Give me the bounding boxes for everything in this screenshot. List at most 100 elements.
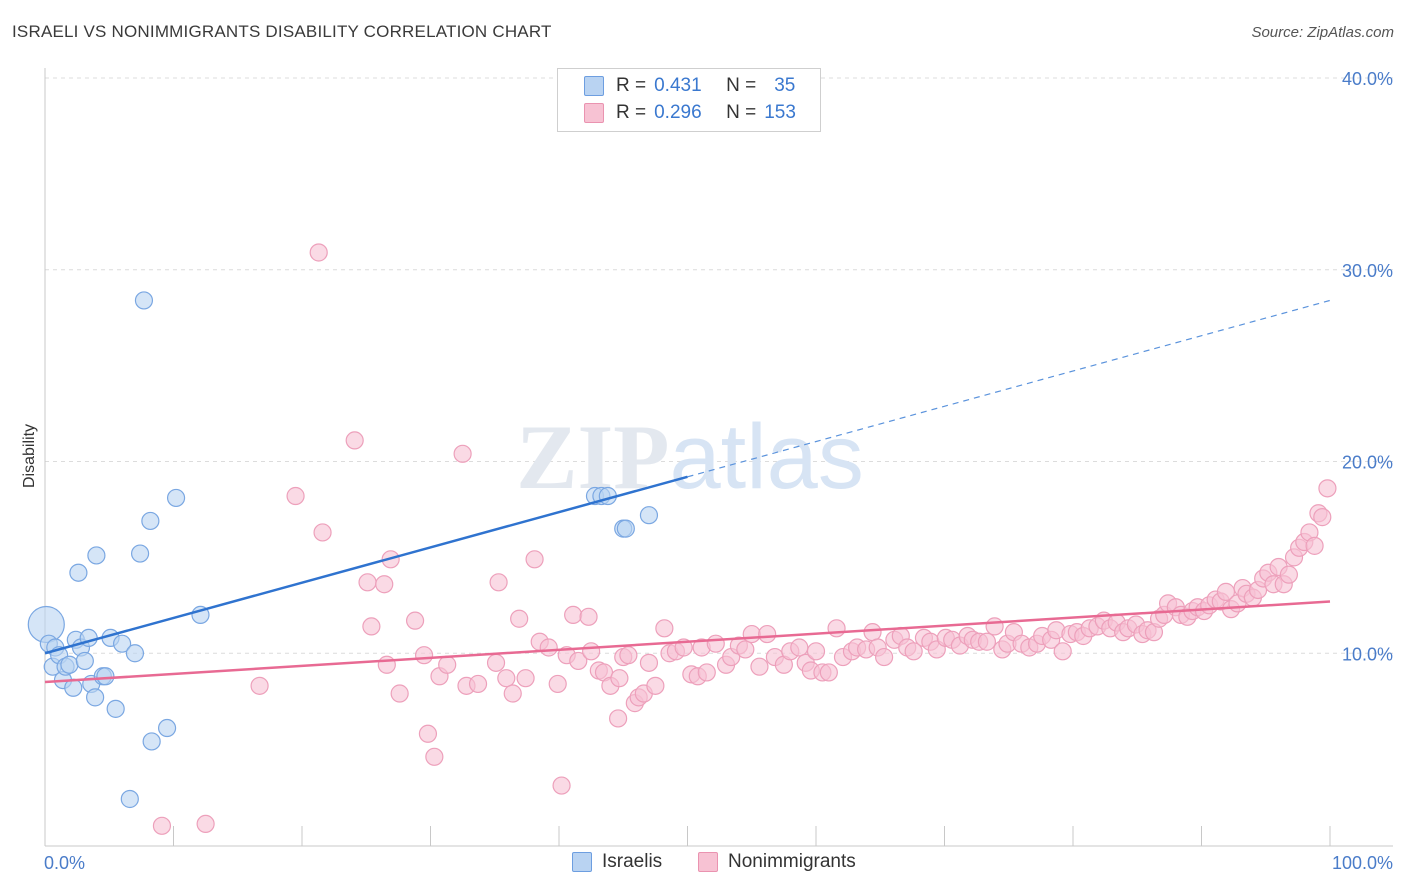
nonimmigrants-point — [345, 431, 364, 450]
nonimmigrants-point — [706, 634, 725, 653]
nonimmigrants-point — [286, 486, 305, 506]
israelis-point — [120, 789, 139, 809]
nonimmigrants-point — [742, 624, 761, 644]
nonimmigrants-point — [425, 747, 444, 766]
nonimmigrants-point — [1313, 508, 1332, 527]
nonimmigrants-point — [405, 611, 425, 630]
y-tick-label: 40.0% — [1342, 69, 1393, 89]
n-value: 35 — [774, 75, 796, 96]
nonimmigrants-point — [377, 655, 396, 674]
nonimmigrants-point — [619, 646, 638, 665]
nonimmigrants-point — [863, 623, 882, 642]
nonimmigrants-point — [489, 573, 508, 592]
chart-title: ISRAELI VS NONIMMIGRANTS DISABILITY CORR… — [12, 22, 552, 41]
legend-item-nonimmigrants: Nonimmigrants — [698, 851, 856, 873]
watermark: ZIPatlas — [516, 406, 864, 508]
israelis-point — [134, 291, 154, 310]
nonimmigrants-point — [697, 663, 716, 682]
nonimmigrants-point — [790, 638, 809, 657]
y-tick-label: 10.0% — [1342, 644, 1393, 664]
nonimmigrants-point — [362, 617, 381, 636]
r-label: R = — [616, 75, 647, 96]
israelis-point — [106, 699, 125, 718]
y-tick-label: 20.0% — [1342, 453, 1393, 473]
nonimmigrants-point — [309, 243, 328, 262]
nonimmigrants-point — [736, 640, 755, 659]
nonimmigrants-point — [503, 684, 522, 703]
nonimmigrants-point — [582, 642, 601, 661]
grid-lines — [45, 77, 1393, 654]
nonimmigrants-point — [453, 444, 472, 463]
nonimmigrants-swatch — [584, 103, 604, 123]
nonimmigrants-point — [250, 676, 269, 695]
nonimmigrants-point — [569, 651, 588, 671]
nonimmigrants-point — [646, 676, 665, 695]
trend-lines — [44, 299, 1331, 684]
axes — [44, 68, 1393, 847]
israelis-point — [166, 488, 186, 508]
nonimmigrants-point — [750, 657, 769, 676]
nonimmigrants-point — [819, 663, 838, 682]
nonimmigrants-point — [510, 609, 529, 628]
israelis-point — [616, 519, 635, 538]
nonimmigrants-trend-line — [44, 600, 1331, 684]
x-tick-label: 0.0% — [44, 853, 85, 873]
israelis-swatch — [584, 76, 604, 96]
y-axis-label: Disability — [21, 424, 38, 488]
israelis-point — [142, 732, 161, 751]
nonimmigrants-point — [904, 642, 923, 661]
israelis-point — [125, 644, 145, 663]
nonimmigrants-point — [418, 724, 438, 743]
n-label: N = — [726, 75, 757, 96]
nonimmigrants-point — [985, 617, 1004, 636]
legend-label: Israelis — [602, 851, 663, 872]
nonimmigrants-point — [827, 619, 846, 638]
nonimmigrants-point — [1279, 565, 1298, 584]
nonimmigrants-point — [414, 646, 434, 665]
legend-item-israelis: Israelis — [572, 851, 662, 873]
n-label: N = — [726, 102, 757, 123]
nonimmigrants-point — [758, 624, 777, 644]
nonimmigrants-point — [468, 674, 488, 694]
nonimmigrants-point — [977, 632, 997, 651]
israelis-point — [69, 563, 88, 582]
israelis-point — [75, 651, 94, 671]
tick-labels: 10.0% 20.0% 30.0% 40.0% 0.0% 100.0% — [44, 69, 1393, 873]
x-tick-label: 100.0% — [1332, 853, 1393, 873]
nonimmigrants-point — [655, 619, 674, 638]
israelis-point — [130, 544, 150, 563]
nonimmigrants-swatch — [698, 852, 718, 872]
nonimmigrants-point — [564, 605, 583, 625]
nonimmigrants-point — [875, 647, 894, 667]
nonimmigrants-point — [375, 575, 394, 594]
nonimmigrants-point — [609, 709, 628, 728]
israelis-trend-line — [44, 475, 688, 655]
r-label: R = — [616, 102, 647, 123]
nonimmigrants-point — [438, 655, 457, 674]
nonimmigrants-point — [552, 776, 571, 795]
nonimmigrants-point — [486, 653, 506, 672]
nonimmigrants-point — [639, 653, 659, 672]
nonimmigrants-point — [313, 523, 332, 542]
israelis-point — [86, 688, 105, 707]
israelis-trend-extension — [687, 299, 1331, 478]
legend-row-nonimmigrants: R = 0.296 N = 153 — [558, 100, 796, 126]
nonimmigrants-point — [1053, 642, 1072, 661]
r-value: 0.296 — [654, 102, 702, 123]
nonimmigrants-point — [525, 550, 544, 569]
israelis-point — [141, 511, 160, 531]
israelis-point — [96, 667, 115, 686]
nonimmigrants-point — [390, 684, 409, 703]
israelis-point — [157, 718, 177, 738]
israelis-point — [60, 655, 79, 674]
nonimmigrants-point — [1318, 479, 1337, 498]
nonimmigrants-point — [579, 607, 598, 626]
nonimmigrants-point — [497, 669, 516, 688]
nonimmigrants-point — [610, 669, 629, 688]
n-value: 153 — [764, 102, 796, 123]
legend-label: Nonimmigrants — [728, 851, 856, 872]
nonimmigrants-point — [152, 816, 172, 835]
israelis-series — [27, 291, 659, 809]
israelis-point — [112, 634, 132, 653]
